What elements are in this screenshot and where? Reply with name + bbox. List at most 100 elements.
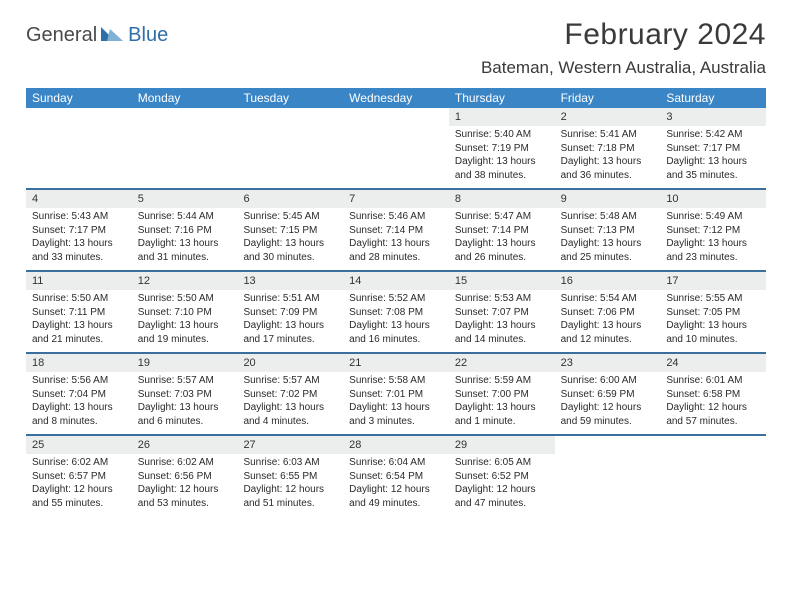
sunrise-text: Sunrise: 5:50 AM — [32, 292, 126, 306]
sunset-text: Sunset: 6:57 PM — [32, 470, 126, 484]
sunrise-text: Sunrise: 5:58 AM — [349, 374, 443, 388]
daylight-text: Daylight: 13 hours and 3 minutes. — [349, 401, 443, 428]
sunset-text: Sunset: 6:58 PM — [666, 388, 760, 402]
day-number — [660, 436, 766, 454]
sunrise-text: Sunrise: 5:53 AM — [455, 292, 549, 306]
day-body: Sunrise: 5:47 AMSunset: 7:14 PMDaylight:… — [449, 208, 555, 270]
sunrise-text: Sunrise: 6:05 AM — [455, 456, 549, 470]
sunrise-text: Sunrise: 6:02 AM — [32, 456, 126, 470]
sunrise-text: Sunrise: 6:02 AM — [138, 456, 232, 470]
title-block: February 2024 Bateman, Western Australia… — [481, 18, 766, 78]
day-number: 6 — [237, 190, 343, 208]
calendar-day: 10Sunrise: 5:49 AMSunset: 7:12 PMDayligh… — [660, 190, 766, 270]
sunset-text: Sunset: 7:09 PM — [243, 306, 337, 320]
sunrise-text: Sunrise: 5:40 AM — [455, 128, 549, 142]
day-body: Sunrise: 5:44 AMSunset: 7:16 PMDaylight:… — [132, 208, 238, 270]
calendar-header-row: Sunday Monday Tuesday Wednesday Thursday… — [26, 88, 766, 108]
sunrise-text: Sunrise: 5:57 AM — [243, 374, 337, 388]
day-body: Sunrise: 6:01 AMSunset: 6:58 PMDaylight:… — [660, 372, 766, 434]
sunset-text: Sunset: 7:12 PM — [666, 224, 760, 238]
day-body: Sunrise: 5:55 AMSunset: 7:05 PMDaylight:… — [660, 290, 766, 352]
day-number: 15 — [449, 272, 555, 290]
calendar-day — [237, 108, 343, 188]
calendar-day — [660, 436, 766, 516]
day-number — [26, 108, 132, 126]
calendar: Sunday Monday Tuesday Wednesday Thursday… — [26, 88, 766, 516]
day-number: 12 — [132, 272, 238, 290]
sunset-text: Sunset: 7:14 PM — [349, 224, 443, 238]
daylight-text: Daylight: 13 hours and 26 minutes. — [455, 237, 549, 264]
logo: General Blue — [26, 18, 168, 47]
calendar-day: 29Sunrise: 6:05 AMSunset: 6:52 PMDayligh… — [449, 436, 555, 516]
day-number: 18 — [26, 354, 132, 372]
month-title: February 2024 — [481, 18, 766, 52]
sunset-text: Sunset: 7:07 PM — [455, 306, 549, 320]
sunset-text: Sunset: 6:54 PM — [349, 470, 443, 484]
location-subtitle: Bateman, Western Australia, Australia — [481, 58, 766, 78]
calendar-day: 23Sunrise: 6:00 AMSunset: 6:59 PMDayligh… — [555, 354, 661, 434]
sunset-text: Sunset: 7:17 PM — [666, 142, 760, 156]
day-number: 16 — [555, 272, 661, 290]
logo-text-2: Blue — [128, 24, 168, 47]
daylight-text: Daylight: 13 hours and 35 minutes. — [666, 155, 760, 182]
calendar-week: 18Sunrise: 5:56 AMSunset: 7:04 PMDayligh… — [26, 354, 766, 436]
daylight-text: Daylight: 13 hours and 19 minutes. — [138, 319, 232, 346]
calendar-day: 11Sunrise: 5:50 AMSunset: 7:11 PMDayligh… — [26, 272, 132, 352]
day-number: 19 — [132, 354, 238, 372]
sunrise-text: Sunrise: 5:46 AM — [349, 210, 443, 224]
day-header: Tuesday — [237, 91, 343, 105]
daylight-text: Daylight: 13 hours and 30 minutes. — [243, 237, 337, 264]
daylight-text: Daylight: 13 hours and 33 minutes. — [32, 237, 126, 264]
sunset-text: Sunset: 7:18 PM — [561, 142, 655, 156]
day-number: 26 — [132, 436, 238, 454]
day-header: Wednesday — [343, 91, 449, 105]
sunset-text: Sunset: 7:17 PM — [32, 224, 126, 238]
calendar-day: 20Sunrise: 5:57 AMSunset: 7:02 PMDayligh… — [237, 354, 343, 434]
day-body: Sunrise: 5:45 AMSunset: 7:15 PMDaylight:… — [237, 208, 343, 270]
sunrise-text: Sunrise: 5:42 AM — [666, 128, 760, 142]
sunrise-text: Sunrise: 6:04 AM — [349, 456, 443, 470]
day-body: Sunrise: 5:51 AMSunset: 7:09 PMDaylight:… — [237, 290, 343, 352]
calendar-day: 8Sunrise: 5:47 AMSunset: 7:14 PMDaylight… — [449, 190, 555, 270]
daylight-text: Daylight: 13 hours and 36 minutes. — [561, 155, 655, 182]
day-header: Saturday — [660, 91, 766, 105]
day-body: Sunrise: 6:02 AMSunset: 6:56 PMDaylight:… — [132, 454, 238, 516]
calendar-body: 1Sunrise: 5:40 AMSunset: 7:19 PMDaylight… — [26, 108, 766, 516]
sunrise-text: Sunrise: 5:56 AM — [32, 374, 126, 388]
calendar-week: 25Sunrise: 6:02 AMSunset: 6:57 PMDayligh… — [26, 436, 766, 516]
sunset-text: Sunset: 7:11 PM — [32, 306, 126, 320]
logo-text-1: General — [26, 24, 97, 47]
sunrise-text: Sunrise: 5:57 AM — [138, 374, 232, 388]
day-number: 29 — [449, 436, 555, 454]
day-number — [132, 108, 238, 126]
day-number: 8 — [449, 190, 555, 208]
day-body: Sunrise: 5:50 AMSunset: 7:10 PMDaylight:… — [132, 290, 238, 352]
day-number: 4 — [26, 190, 132, 208]
daylight-text: Daylight: 13 hours and 6 minutes. — [138, 401, 232, 428]
sunset-text: Sunset: 7:03 PM — [138, 388, 232, 402]
daylight-text: Daylight: 13 hours and 23 minutes. — [666, 237, 760, 264]
sunrise-text: Sunrise: 5:59 AM — [455, 374, 549, 388]
day-header: Sunday — [26, 91, 132, 105]
calendar-week: 4Sunrise: 5:43 AMSunset: 7:17 PMDaylight… — [26, 190, 766, 272]
sunset-text: Sunset: 7:05 PM — [666, 306, 760, 320]
day-body: Sunrise: 6:05 AMSunset: 6:52 PMDaylight:… — [449, 454, 555, 516]
daylight-text: Daylight: 12 hours and 57 minutes. — [666, 401, 760, 428]
daylight-text: Daylight: 13 hours and 12 minutes. — [561, 319, 655, 346]
daylight-text: Daylight: 12 hours and 55 minutes. — [32, 483, 126, 510]
daylight-text: Daylight: 13 hours and 16 minutes. — [349, 319, 443, 346]
day-body: Sunrise: 6:04 AMSunset: 6:54 PMDaylight:… — [343, 454, 449, 516]
day-number — [343, 108, 449, 126]
day-number: 25 — [26, 436, 132, 454]
calendar-week: 1Sunrise: 5:40 AMSunset: 7:19 PMDaylight… — [26, 108, 766, 190]
sunset-text: Sunset: 6:55 PM — [243, 470, 337, 484]
sunset-text: Sunset: 7:14 PM — [455, 224, 549, 238]
sunrise-text: Sunrise: 5:52 AM — [349, 292, 443, 306]
day-body: Sunrise: 6:03 AMSunset: 6:55 PMDaylight:… — [237, 454, 343, 516]
calendar-day: 13Sunrise: 5:51 AMSunset: 7:09 PMDayligh… — [237, 272, 343, 352]
calendar-day — [343, 108, 449, 188]
calendar-day: 14Sunrise: 5:52 AMSunset: 7:08 PMDayligh… — [343, 272, 449, 352]
day-header: Thursday — [449, 91, 555, 105]
sunset-text: Sunset: 7:10 PM — [138, 306, 232, 320]
sunset-text: Sunset: 7:08 PM — [349, 306, 443, 320]
